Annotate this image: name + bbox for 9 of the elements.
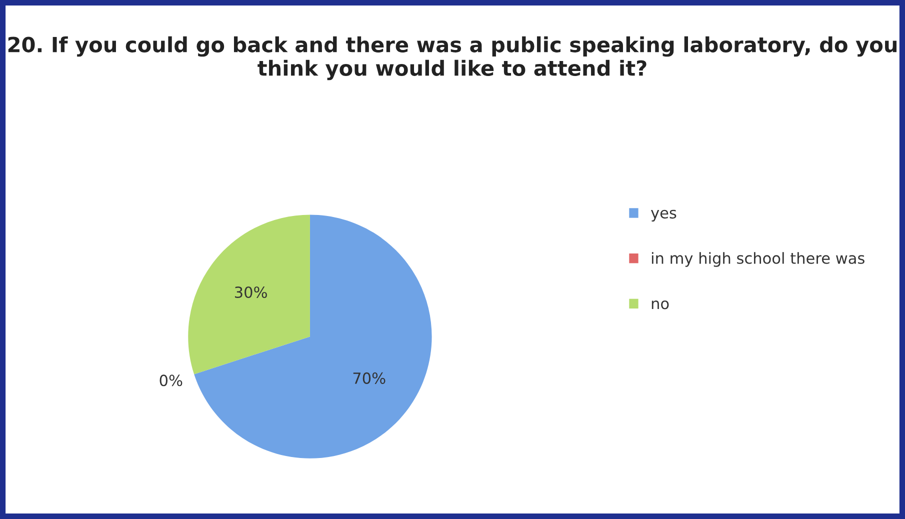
data-label: 30% — [235, 286, 267, 298]
legend-label: no — [652, 300, 669, 310]
data-label: 70% — [353, 372, 386, 384]
legend-label: yes — [650, 210, 676, 222]
legend-label: in my high school there was — [652, 252, 864, 267]
pie-slice — [194, 214, 432, 458]
text: 0% — [160, 374, 182, 386]
pie-slice — [188, 214, 310, 374]
chart-title: 20. If you could go back and there was a public speaking laboratory, do you think you would like to attend it? — [8, 36, 897, 80]
